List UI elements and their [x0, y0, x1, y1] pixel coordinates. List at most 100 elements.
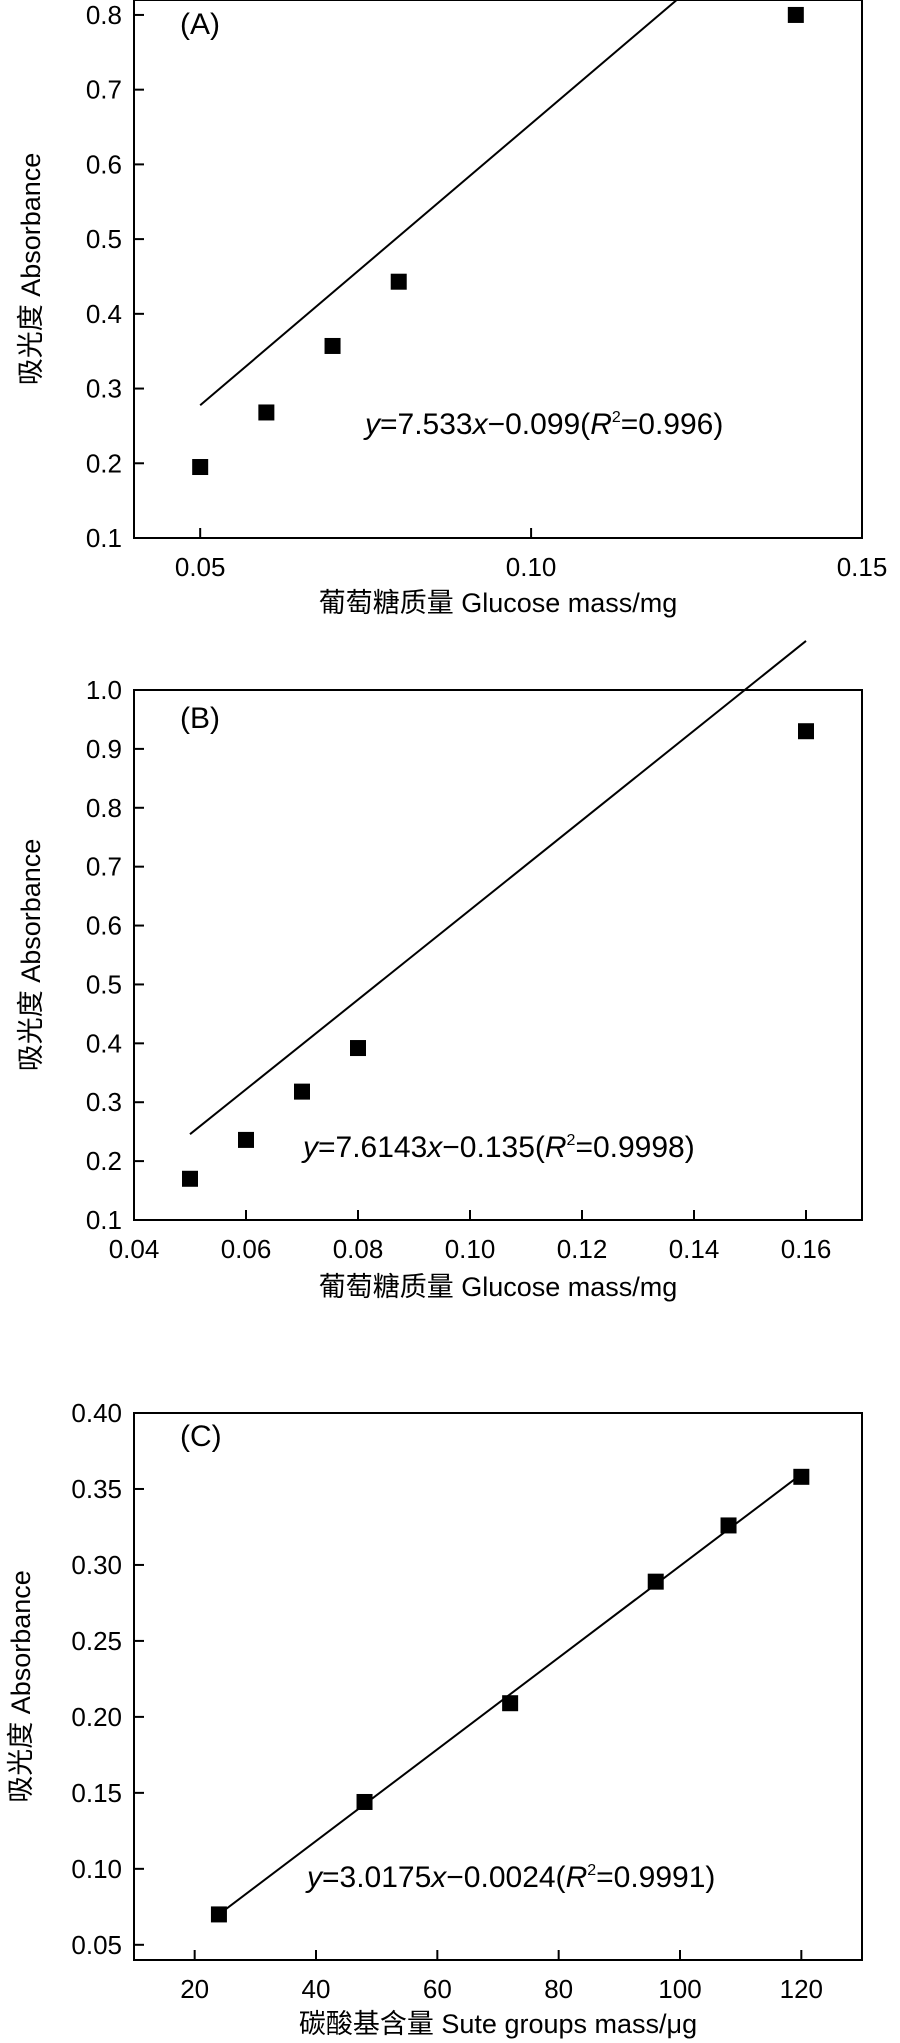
y-tick-label: 0.15 [71, 1778, 122, 1808]
data-point [192, 459, 209, 476]
x-tick-label: 100 [658, 1974, 701, 2004]
regression-line [199, 0, 679, 407]
y-tick-label: 0.8 [86, 793, 122, 823]
y-tick-label: 0.7 [86, 852, 122, 882]
equation-sup: 2 [567, 1132, 576, 1149]
equation-r: R [545, 1131, 567, 1164]
equation-sup: 2 [612, 409, 621, 426]
y-axis-label: 吸光度 Absorbance [6, 1570, 36, 1803]
equation-y: y [363, 408, 382, 441]
y-tick-label: 0.35 [71, 1474, 122, 1504]
x-tick-label: 0.16 [781, 1234, 832, 1264]
data-point [258, 404, 275, 421]
equation-y: y [305, 1861, 324, 1894]
regression-equation: y=7.533x−0.099(R2=0.996) [363, 408, 723, 441]
data-point [350, 1040, 366, 1057]
equation-sup: 2 [587, 1862, 596, 1879]
x-tick-label: 0.15 [837, 552, 888, 582]
x-tick-label: 20 [180, 1974, 209, 2004]
equation-eq2: −0.135( [442, 1131, 545, 1164]
data-point [793, 1468, 810, 1485]
y-tick-label: 0.5 [86, 224, 122, 254]
panel-label: (C) [180, 1420, 222, 1453]
x-tick-label: 0.06 [221, 1234, 272, 1264]
x-tick-label: 40 [302, 1974, 331, 2004]
regression-line [218, 1473, 802, 1916]
y-tick-label: 0.3 [86, 374, 122, 404]
y-tick-label: 0.8 [86, 0, 122, 30]
equation-eq3: =0.996) [621, 408, 724, 441]
x-tick-label: 0.10 [445, 1234, 496, 1264]
x-tick-label: 0.04 [109, 1234, 160, 1264]
y-tick-label: 0.10 [71, 1854, 122, 1884]
data-point [502, 1695, 519, 1712]
y-axis-label: 吸光度 Absorbance [16, 839, 46, 1072]
equation-eq1: =7.6143 [318, 1131, 427, 1164]
data-point [210, 1906, 227, 1923]
y-tick-label: 0.1 [86, 523, 122, 553]
y-tick-label: 0.30 [71, 1550, 122, 1580]
equation-eq1: =7.533 [380, 408, 473, 441]
y-tick-label: 0.05 [71, 1930, 122, 1960]
x-tick-label: 120 [780, 1974, 823, 2004]
regression-equation: y=3.0175x−0.0024(R2=0.9991) [305, 1861, 715, 1894]
y-tick-label: 0.7 [86, 75, 122, 105]
y-tick-label: 0.1 [86, 1205, 122, 1235]
plot-frame [133, 0, 863, 539]
x-axis-label: 葡萄糖质量 Glucose mass/mg [319, 1272, 678, 1302]
chart-panel-c: 0.05 0.10 0.15 0.20 0.25 0.30 0.35 0.40 20 40 60 80… [6, 1398, 863, 2039]
panel-label: (B) [180, 702, 220, 735]
y-tick-label: 0.2 [86, 448, 122, 478]
regression-equation: y=7.6143x−0.135(R2=0.9998) [301, 1131, 695, 1164]
equation-x: x [471, 408, 489, 441]
equation-x: x [425, 1131, 443, 1164]
y-tick-label: 0.2 [86, 1146, 122, 1176]
data-point [294, 1083, 310, 1100]
equation-eq1: =3.0175 [322, 1861, 431, 1894]
plot-frame [133, 689, 863, 1221]
data-point [647, 1573, 664, 1590]
equation-eq3: =0.9998) [575, 1131, 694, 1164]
x-axis-label: 碳酸基含量 Sute groups mass/μg [299, 2009, 697, 2039]
equation-y: y [301, 1131, 320, 1164]
y-tick-label: 1.0 [86, 675, 122, 705]
y-tick-label: 0.6 [86, 149, 122, 179]
x-tick-label: 0.10 [506, 552, 557, 582]
y-tick-label: 0.25 [71, 1626, 122, 1656]
regression-line [189, 640, 807, 1135]
x-tick-label: 0.05 [175, 552, 226, 582]
y-tick-label: 0.40 [71, 1398, 122, 1428]
y-tick-label: 0.9 [86, 734, 122, 764]
data-point [238, 1131, 254, 1148]
x-tick-label: 0.14 [669, 1234, 720, 1264]
data-point [182, 1170, 198, 1187]
panel-label: (A) [180, 8, 220, 41]
equation-r: R [590, 408, 612, 441]
equation-eq3: =0.9991) [596, 1861, 715, 1894]
chart-panel-b: 0.1 0.2 0.3 0.4 0.5 0.6 0.7 0.8 0.9 1.0 0.04 0.06 0.… [16, 640, 863, 1302]
data-point [720, 1517, 737, 1534]
x-tick-label: 80 [544, 1974, 573, 2004]
plot-frame [133, 1412, 863, 1961]
data-point [390, 273, 407, 290]
y-axis-label: 吸光度 Absorbance [16, 153, 46, 386]
y-tick-label: 0.4 [86, 299, 122, 329]
x-tick-label: 0.08 [333, 1234, 384, 1264]
y-tick-label: 0.4 [86, 1028, 122, 1058]
equation-eq2: −0.099( [488, 408, 591, 441]
equation-x: x [429, 1861, 447, 1894]
y-tick-label: 0.5 [86, 969, 122, 999]
equation-eq2: −0.0024( [446, 1861, 565, 1894]
x-tick-label: 0.12 [557, 1234, 608, 1264]
data-point [356, 1793, 373, 1810]
x-axis-label: 葡萄糖质量 Glucose mass/mg [319, 588, 678, 618]
x-tick-label: 60 [423, 1974, 452, 2004]
chart-panel-a: 0.1 0.2 0.3 0.4 0.5 0.6 0.7 0.8 0.05 0.10 0.15 葡萄糖质… [16, 0, 887, 618]
y-tick-label: 0.3 [86, 1087, 122, 1117]
data-point [787, 6, 804, 23]
y-tick-label: 0.6 [86, 911, 122, 941]
data-point [324, 337, 341, 354]
data-point [798, 723, 814, 740]
equation-r: R [566, 1861, 588, 1894]
